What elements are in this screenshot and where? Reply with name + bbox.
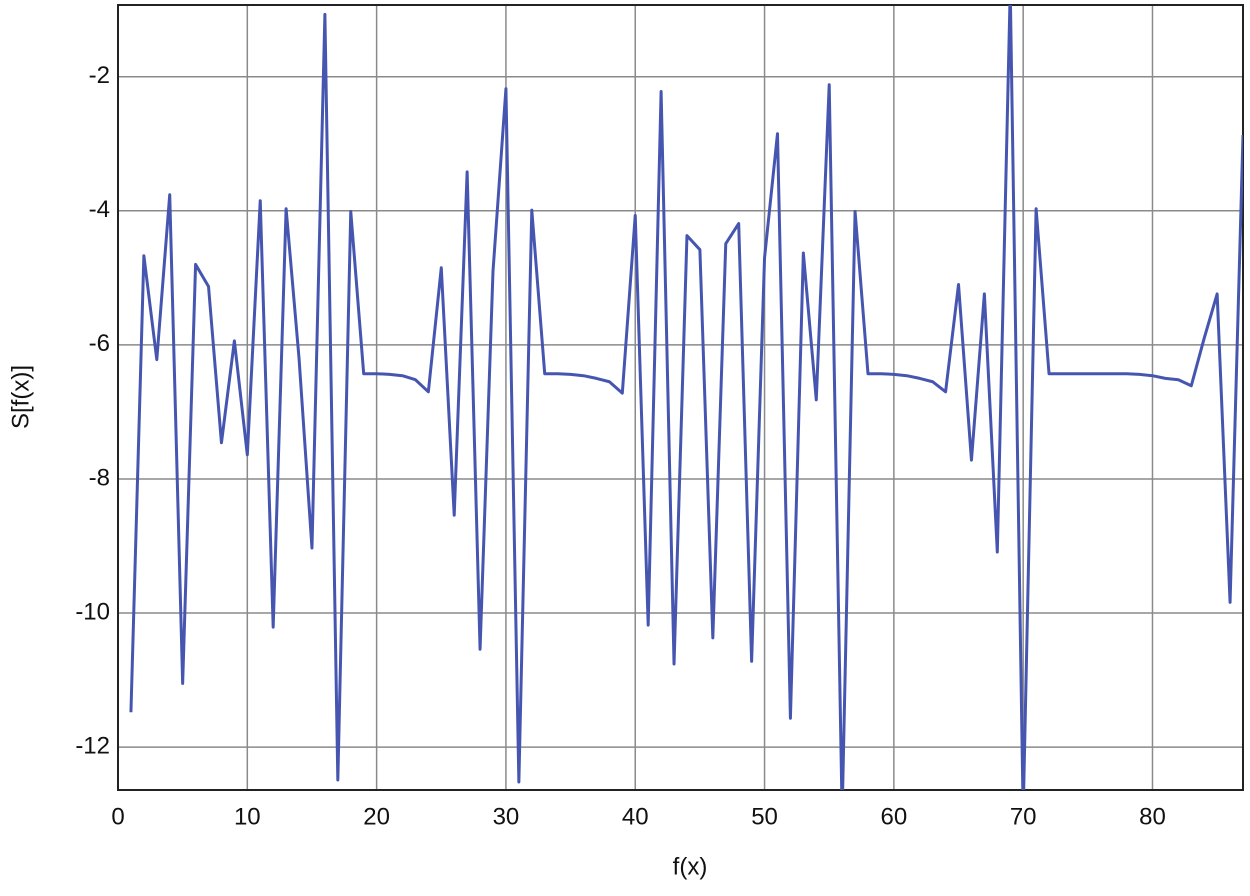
- data-line: [129, 5, 1243, 790]
- x-tick-label: 0: [111, 803, 124, 830]
- x-tick-label: 20: [363, 803, 390, 830]
- y-tick-label: -2: [89, 62, 110, 89]
- x-tick-label: 80: [1139, 803, 1166, 830]
- x-tick-label: 40: [622, 803, 649, 830]
- x-tick-label: 10: [234, 803, 261, 830]
- x-tick-label: 50: [751, 803, 778, 830]
- y-tick-label: -6: [89, 330, 110, 357]
- x-axis-label: f(x): [673, 853, 708, 880]
- plot-frame: [117, 4, 1244, 791]
- y-tick-label: -10: [75, 598, 110, 625]
- y-tick-label: -4: [89, 196, 110, 223]
- y-tick-label: -12: [75, 732, 110, 759]
- x-tick-label: 30: [493, 803, 520, 830]
- x-tick-label: 70: [1010, 803, 1037, 830]
- x-tick-label: 60: [881, 803, 908, 830]
- y-axis-label: S[f(x)]: [7, 365, 34, 429]
- y-tick-label: -8: [89, 464, 110, 491]
